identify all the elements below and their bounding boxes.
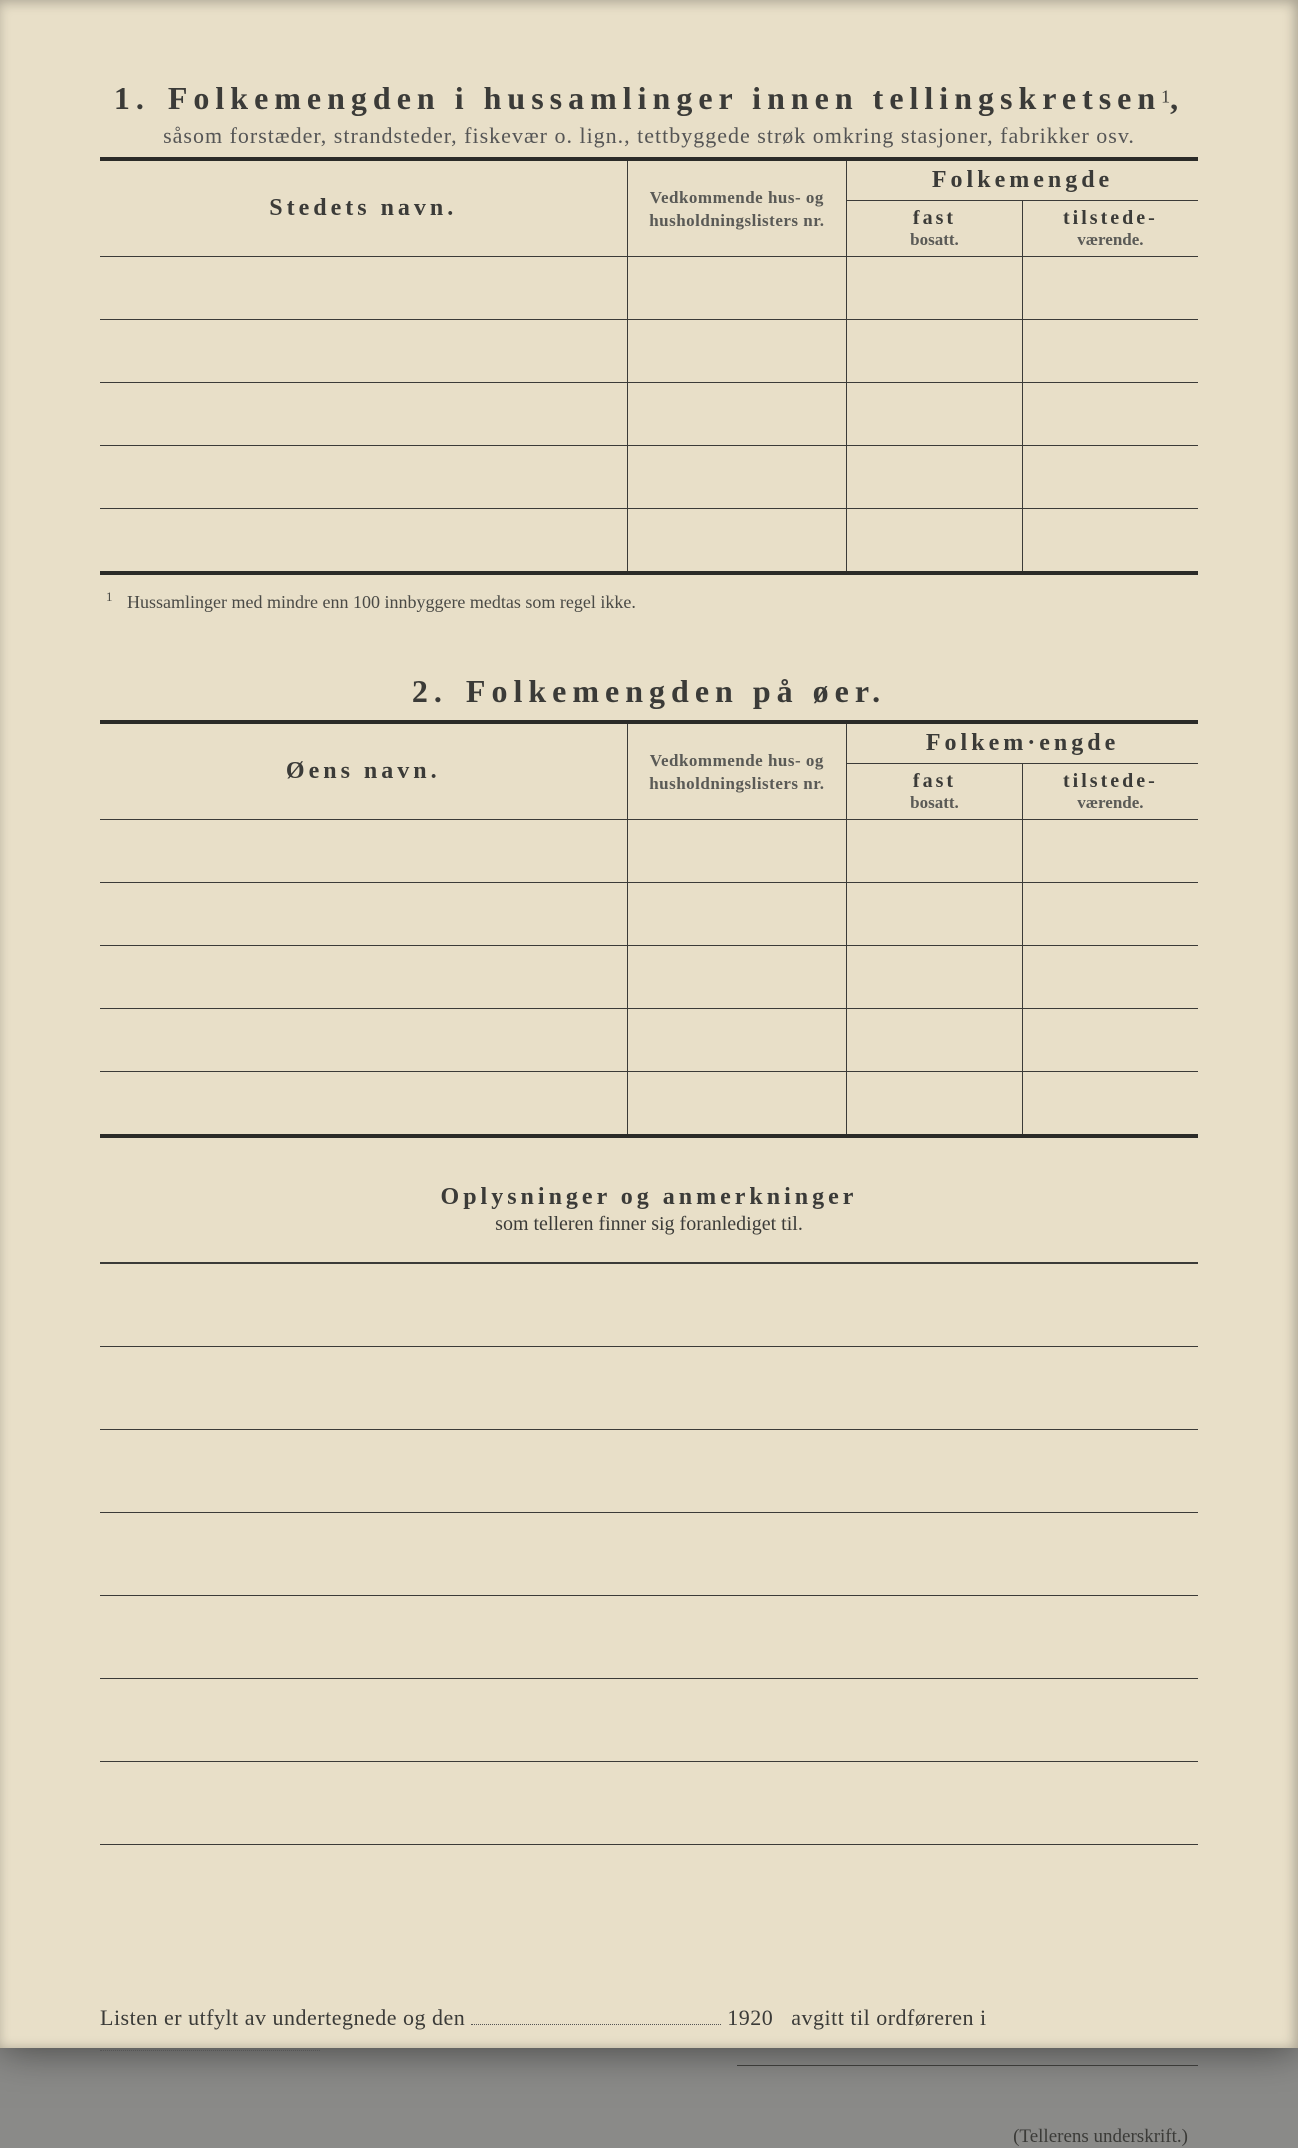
- table-cell: [1022, 820, 1198, 883]
- table-cell: [100, 509, 627, 574]
- col2-tilstede-header: tilstede- værende.: [1022, 764, 1198, 820]
- table-cell: [847, 1072, 1023, 1137]
- table-row: [100, 509, 1198, 574]
- table-cell: [847, 946, 1023, 1009]
- col2-name-header: Øens navn.: [100, 722, 627, 820]
- signature-year: 1920: [727, 2005, 773, 2030]
- section2-title: Folkemengden på øer.: [466, 673, 886, 709]
- table-cell: [100, 257, 627, 320]
- document-page: 1. Folkemengden i hussamlinger innen tel…: [0, 0, 1298, 2048]
- table-cell: [847, 383, 1023, 446]
- table-cell: [627, 946, 847, 1009]
- signature-rule: [737, 2065, 1198, 2066]
- table-cell: [627, 1009, 847, 1072]
- ruled-line: [100, 1762, 1198, 1845]
- table-row: [100, 1072, 1198, 1137]
- ruled-line: [100, 1679, 1198, 1762]
- col2-pop-group-header: Folkem·engde: [847, 722, 1198, 764]
- table-cell: [627, 1072, 847, 1137]
- ruled-line: [100, 1347, 1198, 1430]
- table-cell: [627, 883, 847, 946]
- table-cell: [100, 946, 627, 1009]
- table-row: [100, 1009, 1198, 1072]
- table-cell: [847, 320, 1023, 383]
- table-cell: [627, 509, 847, 574]
- footnote-text: Hussamlinger med mindre enn 100 innbygge…: [127, 592, 636, 612]
- ruled-line: [100, 1513, 1198, 1596]
- table-cell: [100, 883, 627, 946]
- table-cell: [847, 257, 1023, 320]
- section1-subtitle: såsom forstæder, strandsteder, fiskevær …: [100, 123, 1198, 149]
- ruled-line: [100, 1430, 1198, 1513]
- signature-line: Listen er utfylt av undertegnede og den …: [100, 2005, 1198, 2057]
- table-cell: [1022, 883, 1198, 946]
- table-cell: [847, 446, 1023, 509]
- table-row: [100, 883, 1198, 946]
- section1-body: [100, 257, 1198, 574]
- remarks-lines: [100, 1262, 1198, 1845]
- table-cell: [1022, 383, 1198, 446]
- section2-body: [100, 820, 1198, 1137]
- table-row: [100, 383, 1198, 446]
- table-cell: [100, 446, 627, 509]
- place-blank: [100, 2032, 320, 2051]
- table-cell: [627, 820, 847, 883]
- section1-table: Stedets navn. Vedkommende hus- og hushol…: [100, 157, 1198, 575]
- section1-heading: 1. Folkemengden i hussamlinger innen tel…: [100, 80, 1198, 117]
- col-lists-header: Vedkommende hus- og husholdningslisters …: [627, 159, 847, 257]
- signature-caption: (Tellerens underskrift.): [100, 2126, 1198, 2148]
- section2-table: Øens navn. Vedkommende hus- og husholdni…: [100, 720, 1198, 1138]
- table-cell: [1022, 257, 1198, 320]
- section1-superscript: 1: [1161, 87, 1170, 107]
- table-cell: [1022, 509, 1198, 574]
- date-blank: [471, 2006, 721, 2025]
- table-cell: [847, 820, 1023, 883]
- signature-prefix: Listen er utfylt av undertegnede og den: [100, 2005, 465, 2030]
- section1-footnote: 1 Hussamlinger med mindre enn 100 innbyg…: [106, 589, 1198, 613]
- table-row: [100, 257, 1198, 320]
- remarks-title: Oplysninger og anmerkninger: [100, 1184, 1198, 1211]
- col-fast-header: fast bosatt.: [847, 201, 1023, 257]
- table-row: [100, 946, 1198, 1009]
- table-cell: [847, 509, 1023, 574]
- table-cell: [627, 446, 847, 509]
- table-row: [100, 320, 1198, 383]
- signature-middle: avgitt til ordføreren i: [791, 2005, 986, 2030]
- ruled-line: [100, 1596, 1198, 1679]
- table-cell: [627, 257, 847, 320]
- col2-fast-header: fast bosatt.: [847, 764, 1023, 820]
- table-cell: [1022, 446, 1198, 509]
- section1-number: 1.: [114, 80, 150, 116]
- col-name-header: Stedets navn.: [100, 159, 627, 257]
- section2-number: 2.: [412, 673, 448, 709]
- table-cell: [1022, 320, 1198, 383]
- table-cell: [100, 820, 627, 883]
- table-cell: [100, 383, 627, 446]
- table-cell: [1022, 1009, 1198, 1072]
- table-cell: [100, 1072, 627, 1137]
- table-cell: [100, 1009, 627, 1072]
- col-pop-group-header: Folkemengde: [847, 159, 1198, 201]
- section2-heading: 2. Folkemengden på øer.: [100, 673, 1198, 710]
- table-cell: [847, 1009, 1023, 1072]
- table-cell: [100, 320, 627, 383]
- table-row: [100, 820, 1198, 883]
- table-cell: [627, 320, 847, 383]
- remarks-section: Oplysninger og anmerkninger som telleren…: [100, 1184, 1198, 1845]
- table-cell: [847, 883, 1023, 946]
- section1-title: Folkemengden i hussamlinger innen tellin…: [168, 80, 1161, 116]
- table-row: [100, 446, 1198, 509]
- table-cell: [1022, 946, 1198, 1009]
- table-cell: [627, 383, 847, 446]
- table-cell: [1022, 1072, 1198, 1137]
- remarks-subtitle: som telleren finner sig foranlediget til…: [100, 1213, 1198, 1236]
- ruled-line: [100, 1264, 1198, 1347]
- col-tilstede-header: tilstede- værende.: [1022, 201, 1198, 257]
- col2-lists-header: Vedkommende hus- og husholdningslisters …: [627, 722, 847, 820]
